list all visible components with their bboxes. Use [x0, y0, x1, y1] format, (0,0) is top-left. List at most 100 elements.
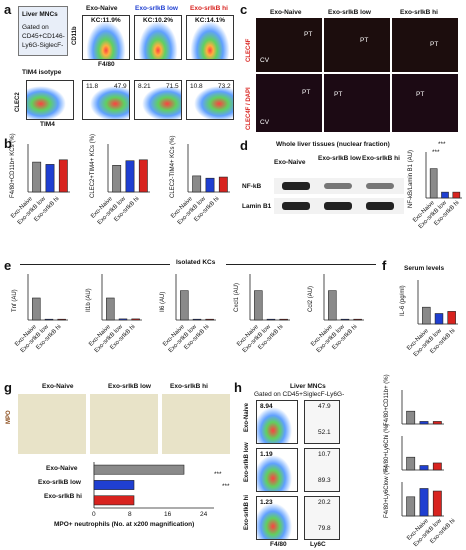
c-pt-5: PT	[334, 91, 343, 98]
bar-exo-naive	[406, 410, 416, 425]
g-group-naive: Exo-Naive	[42, 383, 74, 390]
tim4-isotype-label: TIM4 isotype	[22, 69, 62, 76]
c-pt-1: PT	[304, 31, 313, 38]
bar-exo-srikb-low	[419, 488, 429, 517]
g-mpo-label: MPO	[6, 410, 12, 424]
bar-exo-srikb-hi	[131, 318, 140, 321]
g-bar-label-naive: Exo-Naive	[46, 465, 78, 472]
bar-exo-srikb-low	[441, 191, 449, 199]
bar-exo-srikb-low	[45, 164, 55, 193]
a-f480-axis: F4/80	[98, 61, 115, 68]
g-sig-2: ***	[222, 483, 230, 490]
bar-exo-naive	[422, 306, 431, 325]
ihc-naive	[18, 394, 86, 454]
e-ylabel-tnf: Tnf (AU)	[12, 289, 18, 312]
bar-exo-naive	[406, 496, 416, 517]
quadrant-naive-left: 11.8	[86, 83, 99, 90]
b1-ylabel: F4/80+CD11b+ KCs (%)	[10, 133, 16, 198]
if-low-bottom	[324, 74, 390, 132]
bar-exo-srikb-low	[419, 465, 429, 471]
bar-exo-srikb-hi	[432, 421, 442, 425]
c-row2-label: CLEC4F / DAPI	[246, 87, 252, 130]
g-xtick-24: 24	[200, 511, 208, 518]
e-ylabel-ccl2: Ccl2 (AU)	[308, 285, 314, 312]
bar-exo-srikb-low	[419, 421, 429, 425]
bar-exo-naive	[106, 297, 115, 321]
ihc-hi	[162, 394, 230, 454]
flow-plot-hi	[186, 15, 234, 60]
h-f480-low: 1.19	[260, 451, 273, 458]
panel-a-label: a	[4, 2, 12, 17]
h3-ylabel: F4/80+Ly6Clow (%)	[384, 465, 390, 518]
c-pt-3: PT	[430, 41, 439, 48]
panel-h: h Liver MNCs Gated on CD45+SiglecF-Ly6G-…	[234, 374, 466, 550]
e-ylabel-cxcl1: Cxcl1 (AU)	[234, 282, 240, 312]
panel-g-label: g	[4, 380, 12, 395]
band-hi-lamin	[366, 202, 394, 210]
panel-b: b F4/80+CD11b+ KCs (%) CLEC2+TIM4+ KCs (…	[0, 133, 240, 246]
a-clec2-axis: CLEC2	[15, 92, 21, 112]
band-low-lamin	[324, 202, 352, 210]
bar-exo-srikb-low	[118, 318, 128, 321]
bar-exo-naive	[32, 161, 42, 193]
band-label-nfkb: NF-kB	[242, 183, 262, 190]
kc-label-low: KC:10.2%	[143, 17, 173, 24]
chart-h3	[401, 482, 444, 517]
e-ylabel-il6: Il6 (AU)	[160, 291, 166, 312]
quadrant-hi-right: 73.2	[218, 83, 231, 90]
h-ly6c-naive-low: 52.1	[318, 429, 331, 436]
d-title: Whole liver tissues (nuclear fraction)	[276, 141, 390, 148]
if-hi-top	[392, 18, 458, 72]
b2-ylabel: CLEC2+TIM4+ KCs (%)	[90, 133, 96, 198]
bar-exo-srikb-hi	[279, 318, 288, 321]
band-hi-nfkb	[366, 183, 394, 189]
c-cv-2: CV	[260, 119, 270, 126]
quadrant-naive-right: 47.9	[114, 83, 127, 90]
flow-plot-low	[134, 15, 182, 60]
if-low-top	[324, 18, 390, 72]
chart-e-il6	[175, 274, 216, 321]
d-group-hi: Exo-srIkB hi	[362, 155, 400, 162]
h-row-low: Exo-srIkB low	[244, 442, 250, 482]
bar-exo-naive	[406, 456, 416, 471]
d-group-naive: Exo-Naive	[274, 159, 306, 166]
chart-h2	[401, 436, 444, 471]
bar-exo-srikb-low	[192, 318, 202, 321]
flow-line-3: CD45+CD146-	[22, 33, 65, 40]
flow-line-2: Gated on	[22, 24, 49, 31]
h-ly6c-low-low: 89.3	[318, 477, 331, 484]
bar-exo-srikb-low	[205, 177, 215, 193]
chart-f	[417, 280, 458, 325]
panel-d: d Whole liver tissues (nuclear fraction)…	[240, 138, 466, 258]
bar-exo-srikb-hi	[432, 490, 442, 517]
panel-e-label: e	[4, 258, 12, 273]
bar-exo-naive	[180, 290, 189, 321]
c-group-low: Exo-srIkB low	[328, 9, 371, 16]
g-xlabel: MPO+ neutrophils (No. at x200 magnificat…	[54, 521, 195, 528]
d-sig-1: ***	[438, 141, 446, 148]
g-group-hi: Exo-srIkB hi	[170, 383, 208, 390]
c-pt-2: PT	[360, 37, 369, 44]
h-flow-hi	[256, 496, 298, 540]
gating-box: Liver MNCs Gated on CD45+CD146- Ly6G-Sig…	[18, 6, 68, 56]
panel-c: c Exo-Naive Exo-srIkB low Exo-srIkB hi C…	[240, 0, 466, 136]
bar-exo-srikb-hi	[58, 159, 68, 193]
a-group-hi: Exo-srIkB hi	[190, 5, 228, 12]
kc-label-naive: KC:11.9%	[91, 17, 121, 24]
quadrant-low-right: 71.5	[166, 83, 179, 90]
e-title: Isolated KCs	[176, 259, 216, 266]
g-sig-1: ***	[214, 471, 222, 478]
h-ly6c-naive	[304, 400, 340, 444]
chart-h1	[401, 390, 444, 425]
bar-exo-srikb-low	[266, 318, 276, 321]
bar-exo-naive	[32, 297, 41, 321]
c-cv-1: CV	[260, 57, 270, 64]
panel-d-label: d	[240, 138, 248, 153]
hbar-exo-srikb-hi	[93, 495, 135, 506]
bar-exo-srikb-hi	[452, 191, 461, 199]
panel-b-label: b	[4, 136, 12, 151]
panel-f: f Serum levels IL-6 (pg/ml) Exo-Naive Ex…	[382, 258, 466, 378]
bar-exo-srikb-hi	[138, 159, 148, 193]
ihc-low	[90, 394, 158, 454]
b3-ylabel: CLEC2-TIM4+ KCs (%)	[170, 135, 176, 198]
